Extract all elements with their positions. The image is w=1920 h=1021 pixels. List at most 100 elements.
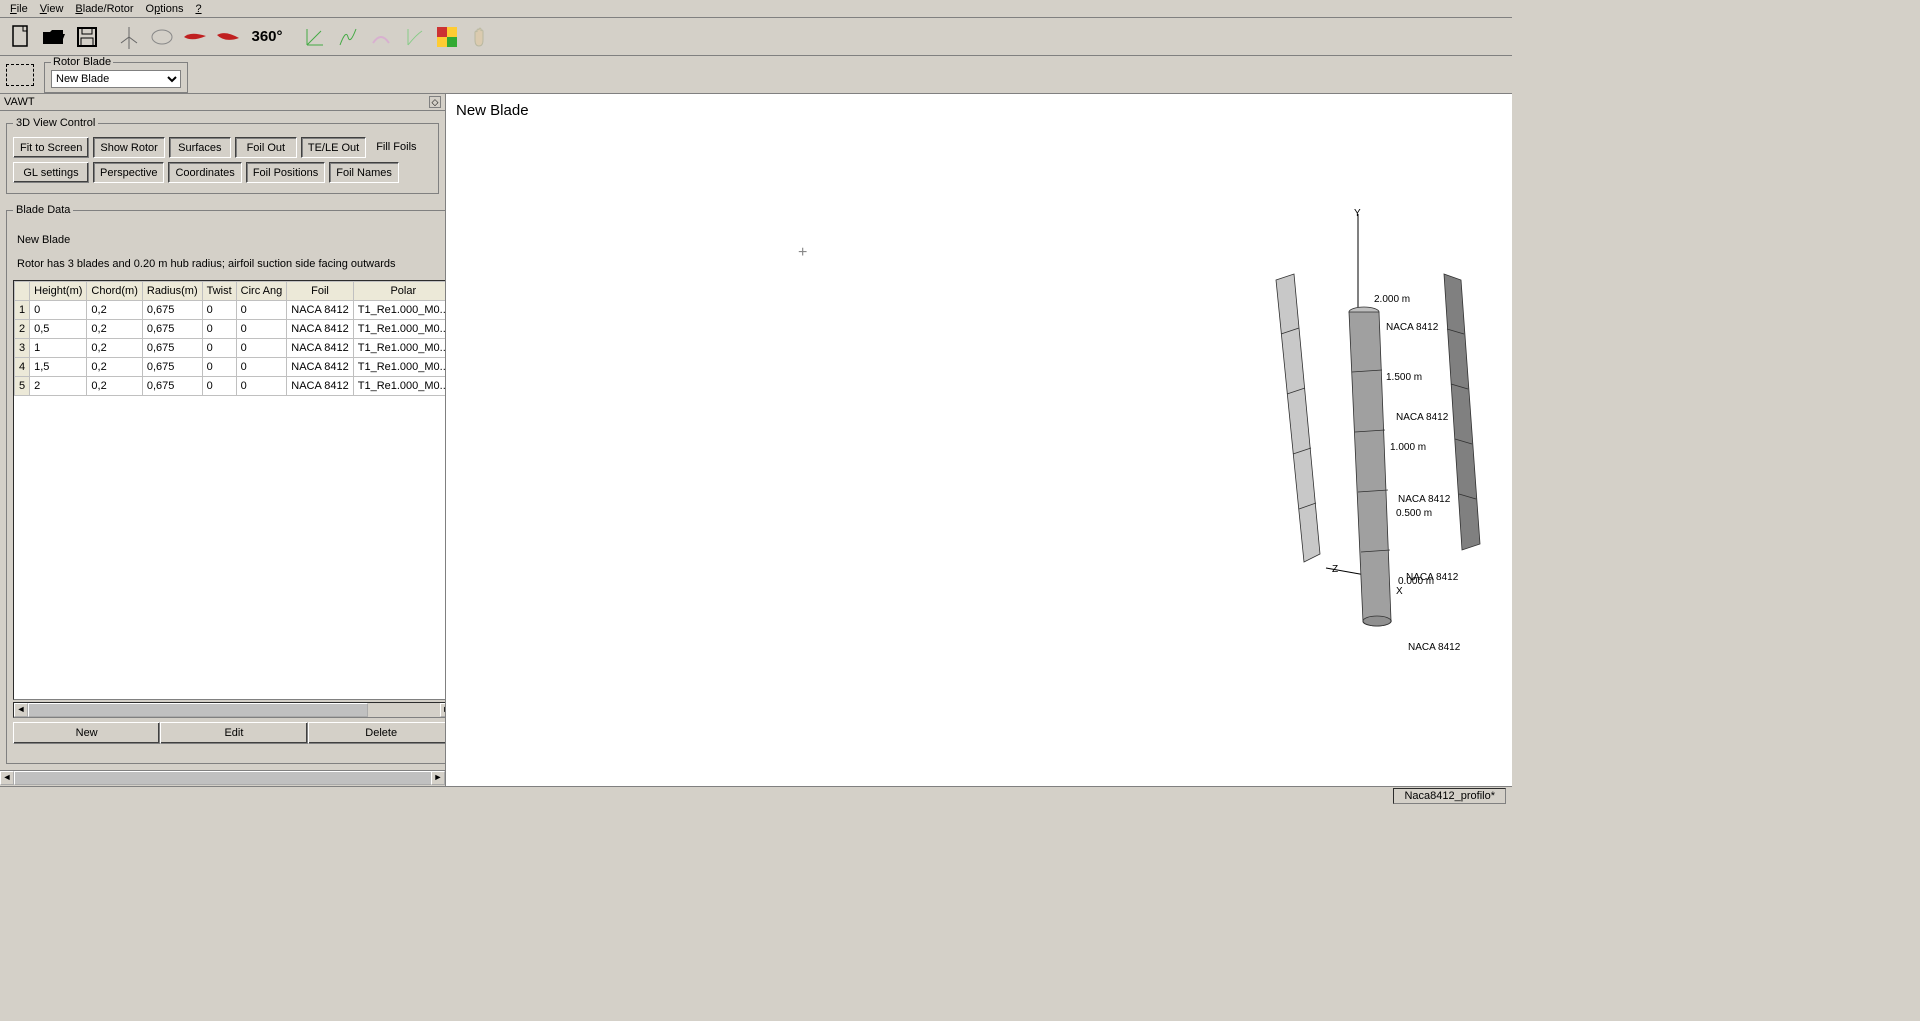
panel-undock-icon[interactable]: ◇ [429,96,441,108]
table-cell[interactable]: NACA 8412 [287,339,353,358]
col-header[interactable]: Foil [287,282,353,301]
table-cell[interactable]: 0 [236,358,287,377]
table-row[interactable]: 41,50,20,67500NACA 8412T1_Re1.000_M0... [15,358,446,377]
airfoil-red-icon[interactable] [180,22,210,52]
open-file-icon[interactable] [39,22,69,52]
panel-scroll-right-icon[interactable]: ► [431,771,445,785]
foil-label-2: NACA 8412 [1398,494,1450,505]
table-row[interactable]: 20,50,20,67500NACA 8412T1_Re1.000_M0... [15,320,446,339]
foil-label-4: NACA 8412 [1408,642,1460,653]
table-cell[interactable]: 0 [202,320,236,339]
table-cell[interactable]: 0,2 [87,301,142,320]
menu-file[interactable]: File [4,3,34,15]
table-hscrollbar[interactable]: ◄ ► [13,702,445,718]
table-cell[interactable]: 0 [236,301,287,320]
table-cell[interactable]: 0,5 [30,320,87,339]
table-cell[interactable]: 0,2 [87,358,142,377]
foil-positions-button[interactable]: Foil Positions [246,162,325,183]
gl-settings-button[interactable]: GL settings [13,162,89,183]
col-header[interactable]: Twist [202,282,236,301]
col-header[interactable]: Polar [353,282,445,301]
hand-icon[interactable] [465,22,495,52]
scroll-left-icon[interactable]: ◄ [14,703,28,717]
table-cell[interactable]: 0 [202,339,236,358]
table-cell[interactable]: NACA 8412 [287,358,353,377]
selection-icon[interactable] [6,64,34,86]
table-cell[interactable]: 0 [236,377,287,396]
viewport-3d[interactable]: New Blade + [446,94,1512,786]
table-cell[interactable]: 0 [202,301,236,320]
row-number: 1 [15,301,30,320]
edit-button[interactable]: Edit [160,722,307,744]
table-cell[interactable]: NACA 8412 [287,320,353,339]
table-row[interactable]: 520,20,67500NACA 8412T1_Re1.000_M0... [15,377,446,396]
turbine-icon[interactable] [114,22,144,52]
graph1-icon[interactable] [300,22,330,52]
scroll-thumb[interactable] [28,703,368,717]
perspective-button[interactable]: Perspective [93,162,164,183]
fit-to-screen-button[interactable]: Fit to Screen [13,137,89,158]
table-cell[interactable]: NACA 8412 [287,301,353,320]
heatmap-icon[interactable] [432,22,462,52]
save-icon[interactable] [72,22,102,52]
table-cell[interactable]: T1_Re1.000_M0... [353,339,445,358]
rotate-360-icon[interactable]: 360° [246,22,288,52]
panel-scroll-left-icon[interactable]: ◄ [0,771,14,785]
rotor-blade-select[interactable]: New Blade [51,70,181,88]
table-cell[interactable]: 0 [236,320,287,339]
blade-description: Rotor has 3 blades and 0.20 m hub radius… [13,254,445,280]
delete-button[interactable]: Delete [308,722,445,744]
airfoil-red2-icon[interactable] [213,22,243,52]
view-control-legend: 3D View Control [13,117,98,129]
table-cell[interactable]: 0,675 [142,358,202,377]
menu-view[interactable]: View [34,3,70,15]
table-cell[interactable]: 0 [236,339,287,358]
foil-names-button[interactable]: Foil Names [329,162,399,183]
table-cell[interactable]: 0 [30,301,87,320]
new-file-icon[interactable] [6,22,36,52]
blade-data-table: Height(m)Chord(m)Radius(m)TwistCirc AngF… [14,281,445,396]
foil-out-button[interactable]: Foil Out [235,137,297,158]
panel-hscrollbar[interactable]: ◄ ► [0,770,445,786]
col-header[interactable]: Chord(m) [87,282,142,301]
graph3-icon[interactable] [366,22,396,52]
menu-help[interactable]: ? [189,3,207,15]
col-header[interactable]: Radius(m) [142,282,202,301]
col-header[interactable]: Circ Ang [236,282,287,301]
panel-scroll-thumb[interactable] [14,771,434,785]
table-cell[interactable]: 1 [30,339,87,358]
table-cell[interactable]: 0,675 [142,301,202,320]
new-button[interactable]: New [13,722,160,744]
panel-title: VAWT [4,96,35,108]
menu-options[interactable]: Options [140,3,190,15]
table-cell[interactable]: 0,2 [87,339,142,358]
surfaces-button[interactable]: Surfaces [169,137,231,158]
table-cell[interactable]: NACA 8412 [287,377,353,396]
table-cell[interactable]: 0,675 [142,377,202,396]
table-cell[interactable]: T1_Re1.000_M0... [353,358,445,377]
te-le-out-button[interactable]: TE/LE Out [301,137,366,158]
coordinates-button[interactable]: Coordinates [168,162,241,183]
table-cell[interactable]: 1,5 [30,358,87,377]
table-cell[interactable]: 0,2 [87,377,142,396]
menu-blade-rotor[interactable]: Blade/Rotor [69,3,139,15]
table-cell[interactable]: 0,2 [87,320,142,339]
table-cell[interactable]: 0,675 [142,320,202,339]
table-cell[interactable]: 0 [202,377,236,396]
table-cell[interactable]: T1_Re1.000_M0... [353,320,445,339]
graph4-icon[interactable] [399,22,429,52]
height-tick-0: 2.000 m [1374,294,1410,305]
col-header[interactable]: Height(m) [30,282,87,301]
table-cell[interactable]: 2 [30,377,87,396]
table-cell[interactable]: 0 [202,358,236,377]
table-row[interactable]: 100,20,67500NACA 8412T1_Re1.000_M0... [15,301,446,320]
table-cell[interactable]: 0,675 [142,339,202,358]
ellipse-icon[interactable] [147,22,177,52]
scroll-right-icon[interactable]: ► [440,703,445,717]
blade-data-table-wrap[interactable]: Height(m)Chord(m)Radius(m)TwistCirc AngF… [13,280,445,700]
graph2-icon[interactable] [333,22,363,52]
show-rotor-button[interactable]: Show Rotor [93,137,164,158]
table-cell[interactable]: T1_Re1.000_M0... [353,301,445,320]
table-cell[interactable]: T1_Re1.000_M0... [353,377,445,396]
table-row[interactable]: 310,20,67500NACA 8412T1_Re1.000_M0... [15,339,446,358]
